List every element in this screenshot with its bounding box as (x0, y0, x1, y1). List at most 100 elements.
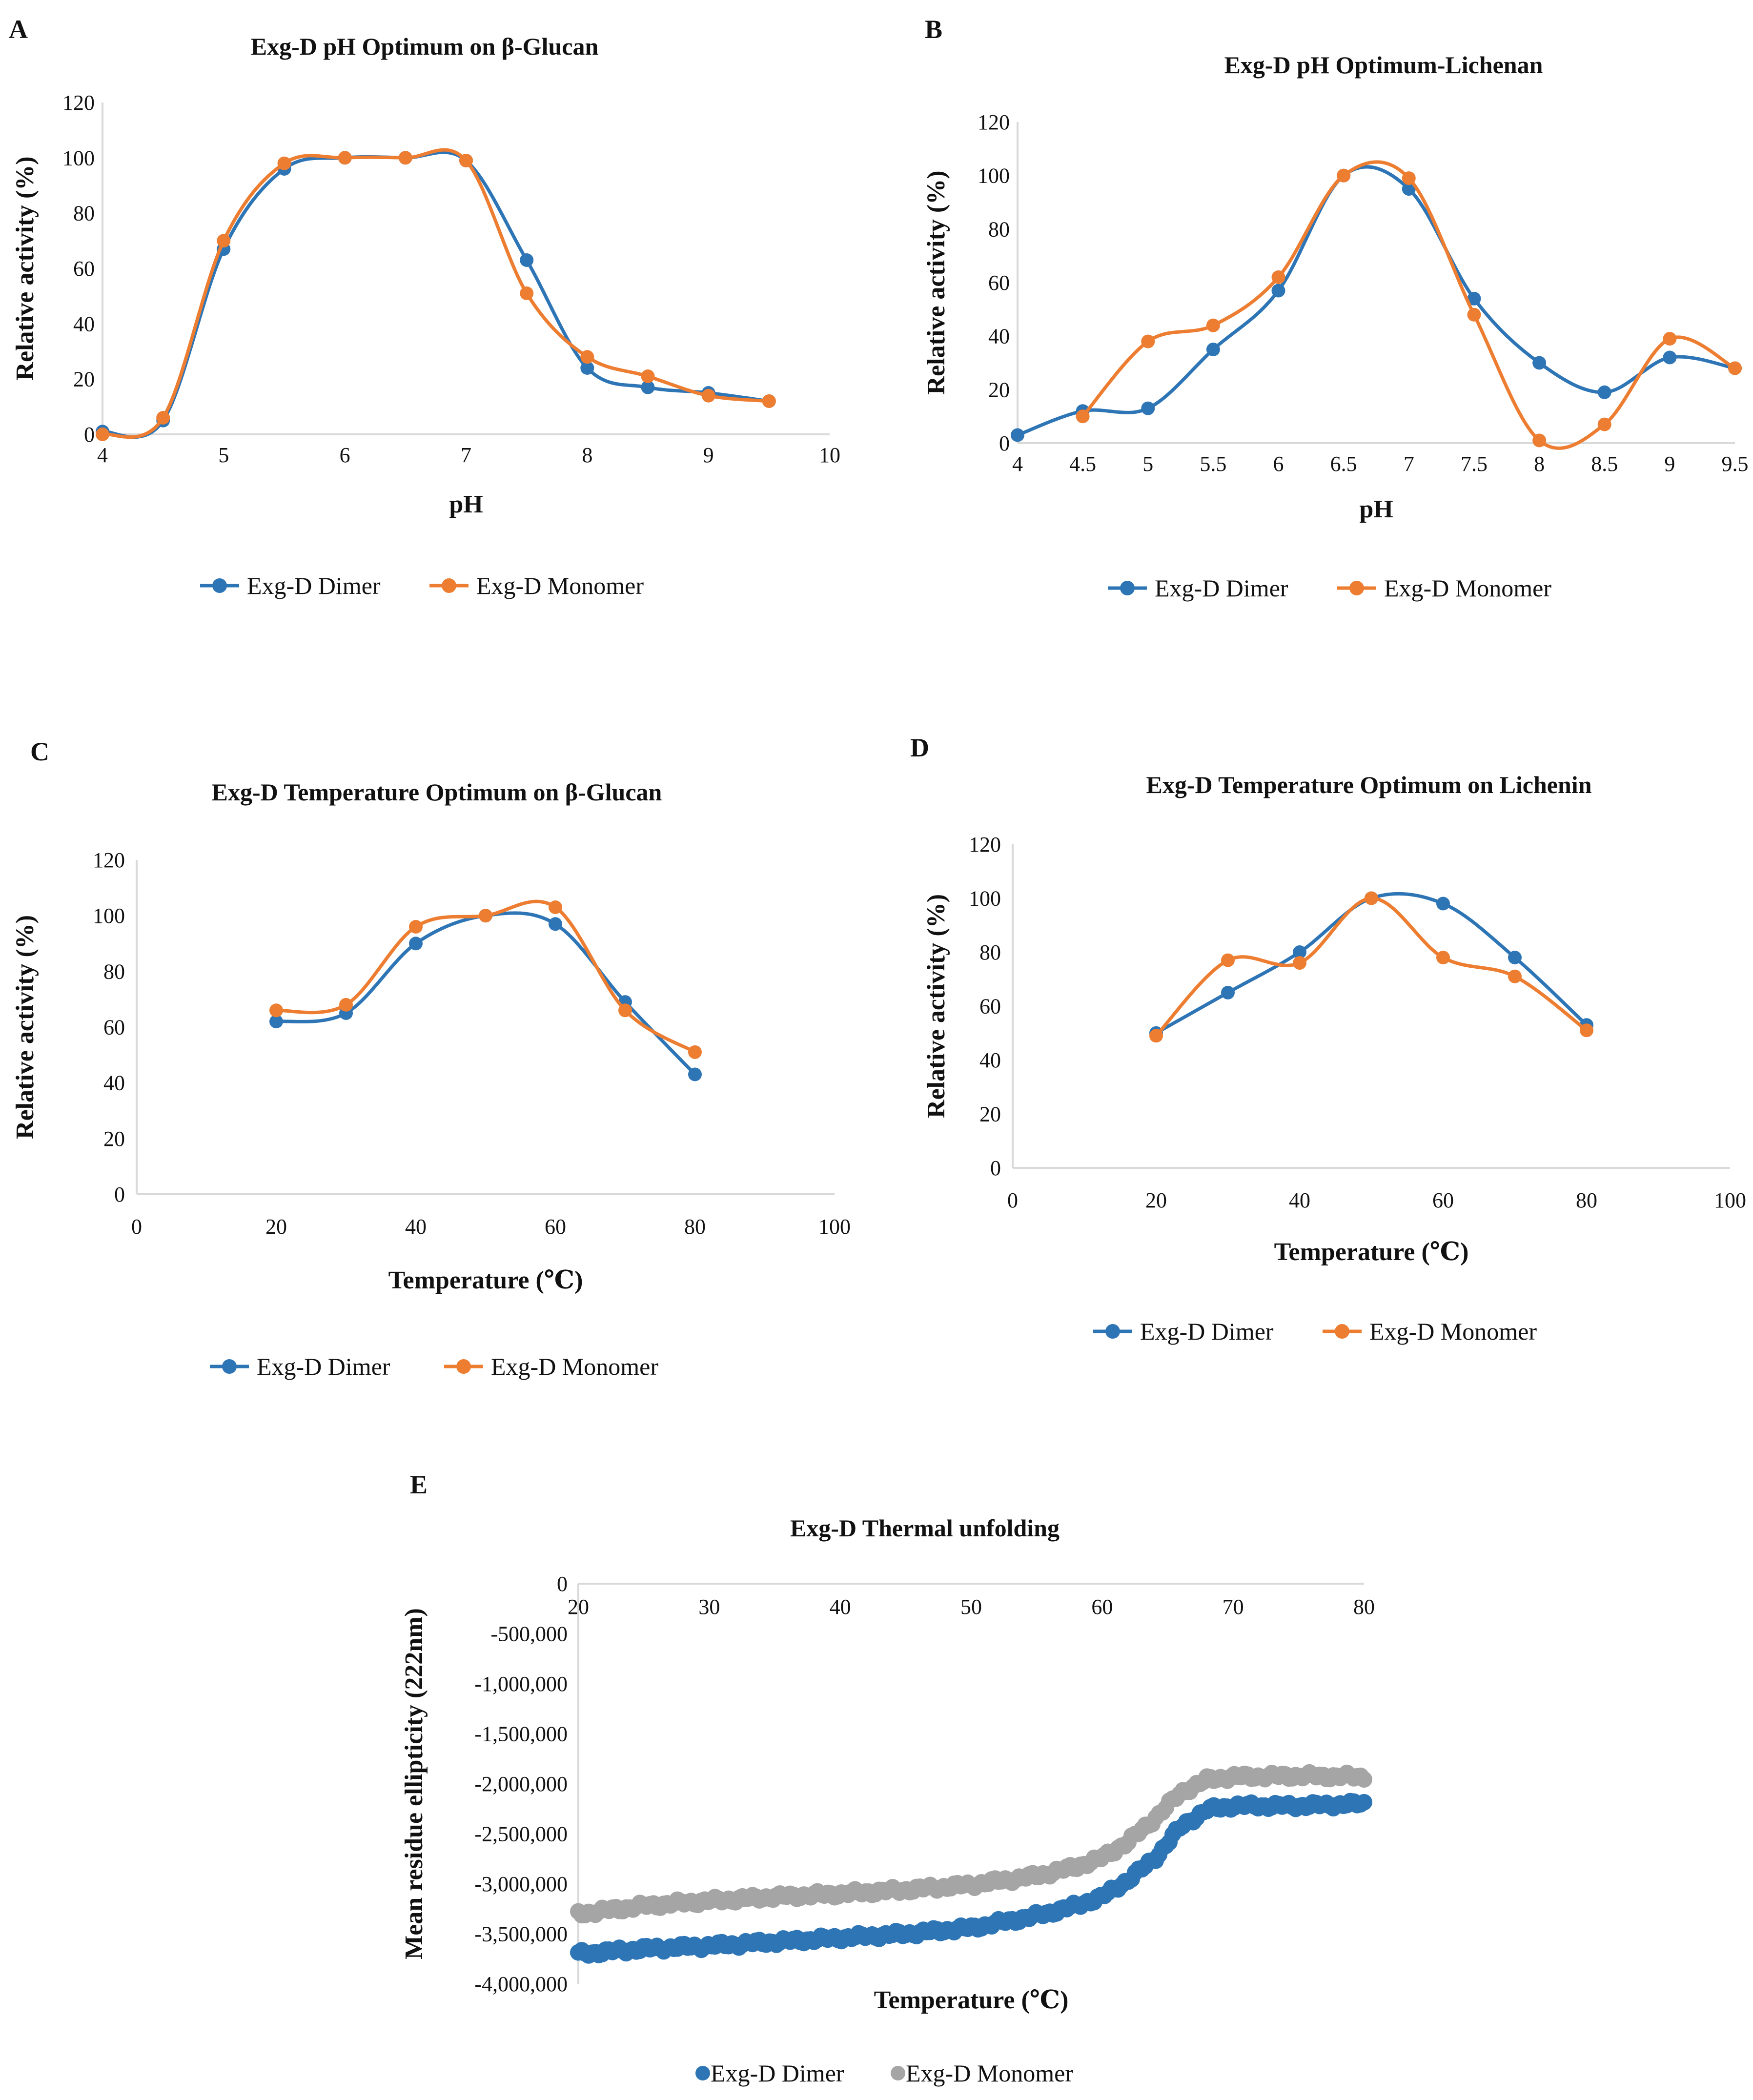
panel-c-y-tick-label: 80 (103, 959, 125, 983)
panel-d-series-monomer-point (1508, 969, 1522, 983)
panel-a-x-tick-label: 10 (819, 443, 840, 467)
panel-c-y-tick-label: 40 (103, 1071, 125, 1095)
panel-a-series-dimer-point (580, 361, 594, 375)
panel-b-series-monomer-point (1402, 171, 1416, 185)
panel-b-series-monomer-point (1271, 270, 1285, 284)
panel-a-series-monomer-point (520, 286, 534, 300)
panel-e-y-tick-label: -3,000,000 (474, 1872, 568, 1896)
panel-d-series-monomer-point (1436, 951, 1450, 964)
panel-e-y-axis-label: Mean residue ellipticity (222nm) (400, 1608, 428, 1959)
panel-b-x-tick-label: 8 (1534, 452, 1545, 476)
panel-b-x-tick-label: 8.5 (1591, 452, 1618, 476)
panel-a-y-tick-label: 40 (73, 312, 95, 336)
panel-a-series-monomer-point (641, 369, 655, 383)
panel-d-legend-monomer-label: Exg-D Monomer (1369, 1318, 1537, 1345)
panel-e-series-dimer (570, 1793, 1372, 1964)
panel-a-y-tick-label: 60 (73, 257, 95, 281)
panel-b-series-dimer-point (1597, 385, 1611, 399)
panel-b-x-tick-label: 9.5 (1722, 452, 1749, 476)
panel-b-series-dimer-point (1206, 343, 1220, 357)
panel-d-x-tick-label: 20 (1145, 1188, 1167, 1212)
panel-a-series-dimer-point (520, 253, 534, 267)
panel-c-y-tick-label: 120 (93, 848, 125, 872)
panel-c-x-tick-label: 80 (684, 1215, 706, 1239)
panel-a-x-tick-label: 8 (582, 443, 592, 467)
panel-c-legend-monomer-marker (456, 1359, 471, 1374)
panel-a-title: Exg-D pH Optimum on β-Glucan (251, 33, 599, 60)
panel-b-legend-monomer-marker (1349, 581, 1364, 595)
panel-b-y-tick-label: 60 (988, 271, 1010, 295)
panel-d-x-tick-label: 100 (1714, 1188, 1746, 1212)
panel-b-series-monomer-point (1728, 361, 1742, 375)
panel-e-legend: Exg-D Dimer Exg-D Monomer (695, 2059, 1073, 2087)
panel-c-series-monomer-point (688, 1045, 702, 1059)
panel-c-x-tick-label: 0 (131, 1215, 142, 1239)
panel-b-x-tick-label: 5.5 (1200, 452, 1226, 476)
panel-a-series-monomer (96, 148, 776, 441)
panel-e-y-tick-label: -2,000,000 (474, 1772, 568, 1796)
panel-a-legend-dimer-label: Exg-D Dimer (247, 572, 381, 599)
panel-d-letter: D (910, 733, 929, 762)
panel-c-series-dimer-line (276, 911, 696, 1076)
panel-e-x-tick-label: 60 (1091, 1595, 1113, 1619)
panel-b-x-axis-label: pH (1359, 495, 1393, 523)
panel-c-title: Exg-D Temperature Optimum on β-Glucan (212, 778, 662, 806)
panel-d-series-monomer (1149, 891, 1593, 1043)
panel-c-x-axis-label: Temperature (℃) (388, 1266, 583, 1294)
panel-a-series-monomer-point (459, 154, 473, 167)
panel-a-y-tick-label: 100 (62, 146, 95, 170)
panel-b-x-tick-label: 4 (1012, 452, 1023, 476)
panel-a-series-monomer-point (580, 350, 594, 364)
panel-e-legend-monomer-label: Exg-D Monomer (906, 2059, 1073, 2087)
panel-d-y-axis-label: Relative activity (%) (922, 894, 950, 1118)
panel-d-title: Exg-D Temperature Optimum on Lichenin (1146, 771, 1591, 798)
panel-d-series-monomer-point (1365, 891, 1378, 905)
panel-b-legend: Exg-D Dimer Exg-D Monomer (1108, 574, 1551, 602)
panel-b-series-monomer-point (1076, 409, 1090, 424)
panel-c-y-tick-label: 60 (103, 1016, 125, 1040)
panel-a-series-monomer-point (338, 151, 352, 165)
panel-b-series-monomer-point (1597, 417, 1611, 431)
panel-d-series-monomer-point (1149, 1029, 1163, 1043)
panel-b-y-tick-label: 100 (978, 164, 1010, 188)
panel-e-legend-dimer-marker (695, 2066, 710, 2080)
panel-e-y-tick-label: -3,500,000 (474, 1922, 568, 1946)
panel-e-y-tick-label: -1,000,000 (474, 1672, 568, 1696)
panel-b-x-tick-label: 7.5 (1461, 452, 1488, 476)
panel-b-legend-dimer-label: Exg-D Dimer (1155, 574, 1288, 602)
panel-a-legend-monomer-marker (442, 578, 456, 593)
panel-d-chart: D Exg-D Temperature Optimum on Lichenin 0 2… (910, 733, 1746, 1345)
panel-e-series-dimer-point (1356, 1794, 1372, 1811)
panel-c-y-tick-label: 100 (93, 904, 125, 928)
panel-e-x-tick-label: 30 (698, 1595, 720, 1619)
panel-b-y-axis-label: Relative activity (%) (922, 170, 950, 394)
panel-c-y-tick-label: 20 (103, 1127, 125, 1151)
panel-b-series-dimer-point (1402, 182, 1416, 196)
panel-b-chart: B Exg-D pH Optimum-Lichenan 0 20 40 60 80 100 12… (922, 15, 1749, 602)
panel-a-series-monomer-point (277, 156, 291, 170)
panel-c-chart: C Exg-D Temperature Optimum on β-Glucan 0 2… (11, 737, 851, 1380)
panel-d-y-tick-label: 60 (979, 995, 1001, 1019)
panel-b-y-tick-label: 40 (988, 325, 1010, 348)
panel-d-x-tick-label: 0 (1007, 1188, 1018, 1212)
panel-b-series-monomer-point (1467, 307, 1481, 322)
panel-b-x-tick-label: 6 (1273, 452, 1284, 476)
panel-e-y-tick-label: 0 (557, 1572, 568, 1596)
panel-a-y-tick-label: 80 (73, 202, 95, 225)
panel-b-series-monomer (1076, 160, 1742, 450)
panel-d-x-tick-label: 80 (1576, 1188, 1597, 1212)
panel-d-series-dimer-point (1221, 985, 1235, 999)
panel-d-series-monomer-line (1155, 896, 1588, 1037)
panel-a-legend: Exg-D Dimer Exg-D Monomer (200, 572, 644, 599)
panel-d-x-axis-label: Temperature (℃) (1274, 1238, 1469, 1266)
panel-b-series-monomer-point (1141, 334, 1155, 348)
panel-c-series-dimer (269, 909, 702, 1081)
panel-c-series-monomer-point (549, 900, 562, 914)
panel-a-x-tick-label: 6 (340, 443, 350, 467)
panel-c-series-monomer-point (409, 920, 423, 934)
panel-d-series-dimer-point (1436, 897, 1450, 911)
panel-d-x-tick-label: 60 (1432, 1188, 1454, 1212)
panel-c-series-dimer-point (549, 917, 562, 931)
panel-c-legend-dimer-marker (222, 1359, 237, 1374)
panel-b-x-tick-label: 6.5 (1330, 452, 1357, 476)
